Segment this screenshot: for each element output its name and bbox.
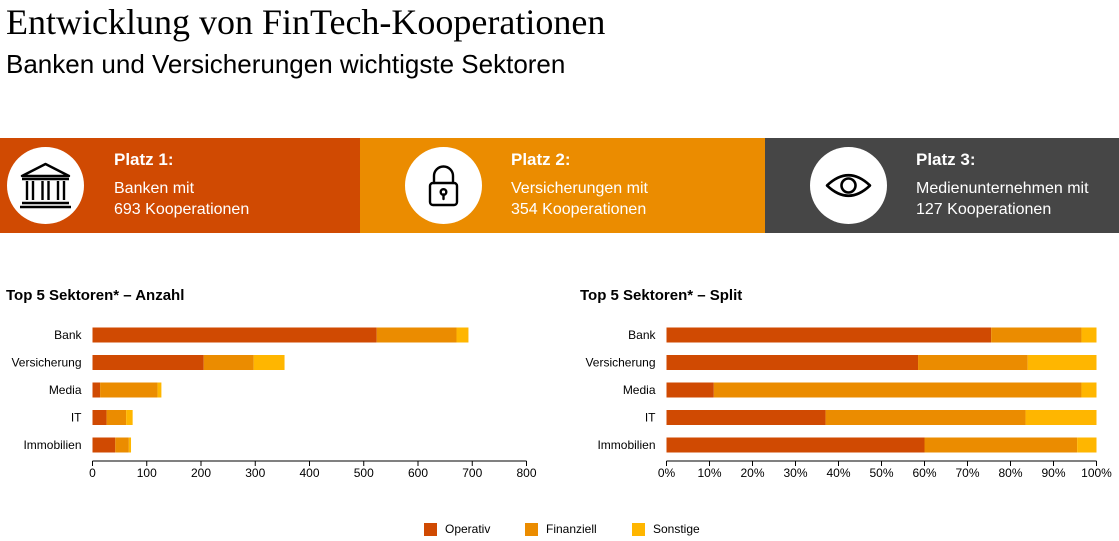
legend-swatch-operativ (424, 523, 437, 536)
eye-icon (825, 173, 872, 198)
x-tick-label: 90% (1041, 466, 1065, 480)
x-tick-label: 100% (1081, 466, 1112, 480)
banner-text-line1: Versicherungen mit (511, 180, 648, 197)
banner-icon-circle (405, 147, 482, 224)
x-tick-label: 200 (191, 466, 211, 480)
bar-media-finanziell (100, 382, 158, 398)
legend-label-operativ: Operativ (445, 522, 491, 536)
category-label-it: IT (645, 411, 656, 425)
banner-icon-circle (810, 147, 887, 224)
category-label-versicherung: Versicherung (11, 356, 81, 370)
chart-anzahl: Bank Versicherung Media IT Immobilien 0 100 200… (11, 327, 537, 480)
x-tick-label: 50% (869, 466, 893, 480)
banner-rank: Platz 1: (114, 150, 174, 169)
banner-platz-1: Platz 1: Banken mit 693 Kooperationen (0, 138, 360, 233)
bar-versicherung-operativ (666, 355, 919, 370)
category-label-media: Media (49, 383, 82, 397)
bar-immobilien-sonstige (128, 437, 132, 453)
chart-title-anzahl: Top 5 Sektoren* – Anzahl (6, 287, 185, 304)
bank-building-icon (20, 162, 71, 209)
bar-it-operativ (92, 410, 107, 425)
chart-title-split: Top 5 Sektoren* – Split (580, 287, 743, 304)
bar-bank-sonstige (1081, 327, 1097, 343)
x-tick-label: 100 (137, 466, 157, 480)
bar-media-operativ (92, 382, 101, 398)
page-subtitle: Banken und Versicherungen wichtigste Sek… (6, 49, 566, 79)
x-tick-label: 0 (89, 466, 96, 480)
bar-bank-operativ (92, 327, 377, 343)
banner-text-line2: 693 Kooperationen (114, 201, 250, 218)
banner-text-line2: 127 Kooperationen (916, 201, 1052, 218)
x-tick-label: 600 (408, 466, 428, 480)
bar-media-operativ (666, 382, 714, 398)
category-label-immobilien: Immobilien (597, 438, 655, 452)
category-label-it: IT (71, 411, 82, 425)
x-tick-label: 60% (912, 466, 936, 480)
x-tick-label: 700 (462, 466, 482, 480)
bar-versicherung-sonstige (1027, 355, 1097, 370)
x-tick-label: 20% (740, 466, 764, 480)
x-tick-label: 800 (516, 466, 536, 480)
bar-it-sonstige (1025, 410, 1097, 425)
bar-media-finanziell (713, 382, 1082, 398)
category-label-versicherung: Versicherung (585, 356, 655, 370)
chart-legend: Operativ Finanziell Sonstige (0, 522, 1119, 538)
x-tick-label: 80% (998, 466, 1022, 480)
category-label-bank: Bank (54, 328, 82, 342)
bar-it-finanziell (106, 410, 127, 425)
bar-immobilien-finanziell (115, 437, 129, 453)
bar-it-operativ (666, 410, 826, 425)
x-tick-label: 500 (354, 466, 374, 480)
x-tick-label: 10% (697, 466, 721, 480)
padlock-icon (428, 165, 459, 207)
bar-bank-operativ (666, 327, 992, 343)
x-tick-label: 70% (955, 466, 979, 480)
bar-bank-finanziell (376, 327, 457, 343)
bar-versicherung-sonstige (253, 355, 285, 370)
legend-label-finanziell: Finanziell (546, 522, 597, 536)
bar-immobilien-finanziell (924, 437, 1078, 453)
bar-media-sonstige (157, 382, 162, 398)
category-label-media: Media (623, 383, 656, 397)
banner-rank: Platz 3: (916, 150, 976, 169)
banner-text-line1: Banken mit (114, 180, 195, 197)
x-tick-label: 300 (245, 466, 265, 480)
bar-bank-sonstige (456, 327, 469, 343)
banner-rank: Platz 2: (511, 150, 571, 169)
page-title: Entwicklung von FinTech-Kooperationen (6, 2, 606, 42)
bar-bank-finanziell (991, 327, 1082, 343)
bar-versicherung-operativ (92, 355, 204, 370)
legend-label-sonstige: Sonstige (653, 522, 700, 536)
category-label-immobilien: Immobilien (23, 438, 81, 452)
x-tick-label: 400 (299, 466, 319, 480)
x-tick-label: 30% (783, 466, 807, 480)
category-label-bank: Bank (628, 328, 656, 342)
banner-icon-circle (7, 147, 84, 224)
x-tick-label: 0% (658, 466, 676, 480)
bar-immobilien-operativ (666, 437, 925, 453)
banner-platz-3: Platz 3: Medienunternehmen mit 127 Koope… (765, 138, 1119, 233)
legend-swatch-sonstige (632, 523, 645, 536)
banner-platz-2: Platz 2: Versicherungen mit 354 Kooperat… (360, 138, 765, 233)
bar-immobilien-sonstige (1077, 437, 1097, 453)
banner-text-line1: Medienunternehmen mit (916, 180, 1089, 197)
bar-media-sonstige (1081, 382, 1097, 398)
bar-versicherung-finanziell (918, 355, 1028, 370)
bar-versicherung-finanziell (203, 355, 254, 370)
banner-text-line2: 354 Kooperationen (511, 201, 647, 218)
x-tick-label: 40% (826, 466, 850, 480)
bar-immobilien-operativ (92, 437, 116, 453)
legend-swatch-finanziell (525, 523, 538, 536)
bar-it-finanziell (825, 410, 1026, 425)
bar-it-sonstige (126, 410, 133, 425)
